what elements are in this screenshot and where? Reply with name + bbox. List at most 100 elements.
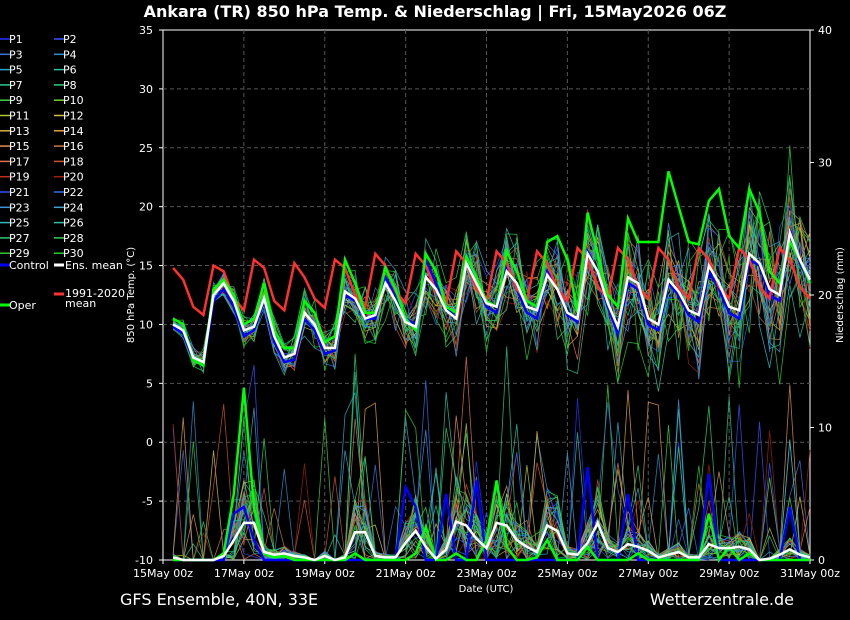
legend-ens-mean: Ens. mean <box>54 259 123 272</box>
legend-label: P8 <box>63 79 77 92</box>
legend-entry: P2 <box>54 33 77 46</box>
legend-entry: P8 <box>54 79 77 92</box>
legend-label: P1 <box>9 33 23 46</box>
precip-series-line <box>173 467 810 562</box>
legend-entry: P3 <box>0 48 23 61</box>
tick-label-right: 30 <box>818 157 832 170</box>
tick-label-left: 0 <box>146 436 153 449</box>
legend-entry: P15 <box>0 140 30 153</box>
legend-oper: Oper <box>0 299 36 312</box>
legend-label: P23 <box>9 201 30 214</box>
legend-label: P9 <box>9 94 23 107</box>
tick-label-x: 15May 00z <box>133 567 193 580</box>
legend-entry: P26 <box>54 217 84 230</box>
legend-entry: P9 <box>0 94 23 107</box>
tick-label-right: 0 <box>818 554 825 567</box>
tick-label-left: 10 <box>139 318 153 331</box>
legend-label: P10 <box>63 94 84 107</box>
temp-series-line <box>172 229 812 368</box>
y-axis-right-label: Niederschlag (mm) <box>835 247 846 343</box>
legend-entry: P28 <box>54 232 84 245</box>
legend-label: P20 <box>63 171 84 184</box>
legend-entry: P6 <box>54 64 77 77</box>
legend-label: P7 <box>9 79 23 92</box>
tick-label-x: 27May 00z <box>618 567 678 580</box>
legend-label: P18 <box>63 155 84 168</box>
legend-label-oper: Oper <box>9 299 36 312</box>
precip-lines <box>172 387 811 563</box>
legend-entry: P13 <box>0 125 30 138</box>
tick-label-x: 29May 00z <box>699 567 759 580</box>
legend-label-climate-line1: 1991-2020 <box>65 287 125 300</box>
legend-label: P16 <box>63 140 84 153</box>
y-axis-left-label: 850 hPa Temp. (°C) <box>126 247 137 343</box>
legend-label: P28 <box>63 232 84 245</box>
legend-entry: P10 <box>54 94 84 107</box>
legend-label: P27 <box>9 232 30 245</box>
legend-control: Control <box>0 259 49 272</box>
legend-entry: P17 <box>0 155 30 168</box>
tick-label-left: 15 <box>139 260 153 273</box>
legend-label: P21 <box>9 186 30 199</box>
legend-entry: P16 <box>54 140 84 153</box>
legend-entry: P11 <box>0 110 30 123</box>
temp-series-line <box>172 227 812 364</box>
legend-entry: P22 <box>54 186 84 199</box>
footer-model: GFS Ensemble, 40N, 33E <box>120 590 318 609</box>
chart-title: Ankara (TR) 850 hPa Temp. & Niederschlag… <box>144 2 727 22</box>
legend-label: P30 <box>63 247 84 260</box>
tick-label-x: 21May 00z <box>376 567 436 580</box>
tick-label-left: -10 <box>135 554 153 567</box>
legend-entry: P19 <box>0 171 30 184</box>
legend-label: P2 <box>63 33 77 46</box>
tick-label-right: 10 <box>818 422 832 435</box>
legend-label: P26 <box>63 217 84 230</box>
left-axis-ticks: 35 30 25 20 15 10 5 0 -5 -10 <box>135 24 163 567</box>
legend-entry: P23 <box>0 201 30 214</box>
legend-label: P3 <box>9 48 23 61</box>
legend-entry: P29 <box>0 247 30 260</box>
temp-series-line <box>172 245 811 318</box>
legend-label: P6 <box>63 64 77 77</box>
temperature-lines <box>172 170 812 368</box>
legend-label: P19 <box>9 171 30 184</box>
legend-entry: P18 <box>54 155 84 168</box>
legend-entry: P21 <box>0 186 30 199</box>
tick-label-x: 17May 00z <box>214 567 274 580</box>
right-axis-ticks: 40 30 20 10 0 <box>810 24 832 567</box>
tick-label-x: 23May 00z <box>456 567 516 580</box>
legend-label: P14 <box>63 125 84 138</box>
legend-label: P17 <box>9 155 30 168</box>
legend-label: P15 <box>9 140 30 153</box>
legend: P1 P2 P3 P4 P5 P6 P7 P8 P9 P10 P11 P12 P13 P14 P15 P16 P… <box>0 33 84 260</box>
precip-series-line <box>173 387 810 563</box>
member-temp-line <box>172 223 811 374</box>
legend-label: P12 <box>63 110 84 123</box>
tick-label-left: -5 <box>142 495 153 508</box>
grid-lines <box>163 30 810 560</box>
legend-label: P4 <box>63 48 77 61</box>
legend-label: P25 <box>9 217 30 230</box>
legend-label: P11 <box>9 110 30 123</box>
legend-entry: P12 <box>54 110 84 123</box>
legend-entry: P30 <box>54 247 84 260</box>
x-axis-ticks: 15May 00z 17May 00z 19May 00z 21May 00z 23Ma… <box>133 560 840 580</box>
footer-site: Wetterzentrale.de <box>650 590 794 609</box>
legend-entry: P7 <box>0 79 23 92</box>
legend-entry: P24 <box>54 201 84 214</box>
legend-entry: P25 <box>0 217 30 230</box>
tick-label-x: 19May 00z <box>295 567 355 580</box>
legend-label: P24 <box>63 201 84 214</box>
legend-climate-mean: 1991-2020 mean <box>54 287 125 310</box>
legend-label-ens-mean: Ens. mean <box>65 259 123 272</box>
legend-label: P22 <box>63 186 84 199</box>
tick-label-left: 5 <box>146 377 153 390</box>
legend-entry: P5 <box>0 64 23 77</box>
legend-label-climate-line2: mean <box>65 297 96 310</box>
x-axis-label: Date (UTC) <box>459 584 514 595</box>
legend-entry: P4 <box>54 48 77 61</box>
precip-series-line <box>172 519 811 562</box>
legend-label: P5 <box>9 64 23 77</box>
legend-entry: P1 <box>0 33 23 46</box>
